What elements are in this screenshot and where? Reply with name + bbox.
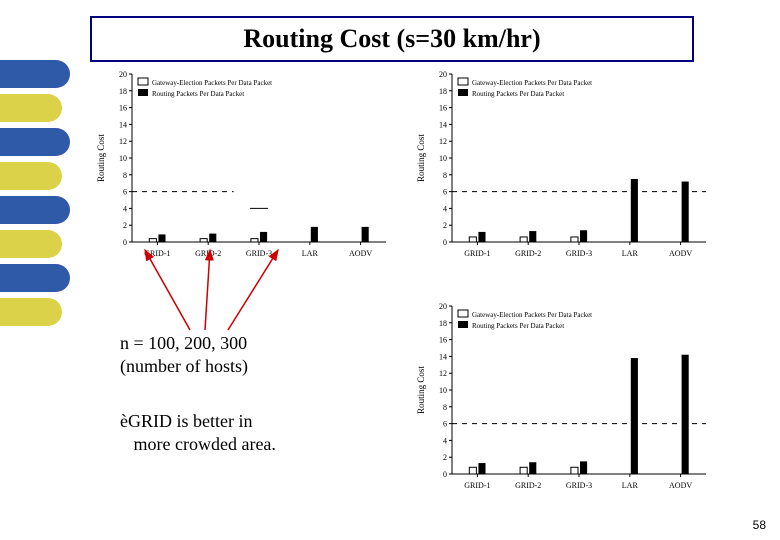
svg-text:20: 20 [119,70,127,79]
svg-text:Gateway-Election Packets Per D: Gateway-Election Packets Per Data Packet [472,79,592,87]
svg-text:16: 16 [119,104,127,113]
annotation-hosts-line1: n = 100, 200, 300 [120,332,248,355]
svg-text:14: 14 [119,120,127,129]
svg-text:GRID-2: GRID-2 [515,481,541,490]
svg-text:4: 4 [443,436,447,445]
svg-text:GRID-3: GRID-3 [566,249,592,258]
svg-text:14: 14 [439,120,447,129]
svg-text:GRID-1: GRID-1 [464,481,490,490]
svg-text:18: 18 [439,319,447,328]
svg-text:6: 6 [443,420,447,429]
chart-top-left: 0 2 4 6 8 10 12 14 16 18 20 Routing Cost GRID-1 GRID-… [92,68,392,268]
svg-text:Routing Packets Per Data Packe: Routing Packets Per Data Packet [152,90,244,98]
svg-text:GRID-3: GRID-3 [566,481,592,490]
svg-text:0: 0 [443,238,447,247]
svg-text:0: 0 [123,238,127,247]
annotation-conclusion-line2: more crowded area. [120,433,276,456]
annotation-hosts-line2: (number of hosts) [120,355,248,378]
svg-text:4: 4 [443,204,447,213]
svg-text:LAR: LAR [302,249,319,258]
svg-text:6: 6 [123,188,127,197]
svg-text:2: 2 [443,453,447,462]
svg-text:GRID-1: GRID-1 [144,249,170,258]
svg-text:20: 20 [439,70,447,79]
svg-text:Gateway-Election Packets Per D: Gateway-Election Packets Per Data Packet [472,311,592,319]
svg-text:Routing Cost: Routing Cost [416,134,426,182]
svg-text:10: 10 [119,154,127,163]
svg-text:AODV: AODV [349,249,372,258]
chart-bottom-right: 0 2 4 6 8 10 12 14 16 18 20 Routing Cost GRID-1 GRID-… [412,300,712,500]
svg-text:14: 14 [439,352,447,361]
svg-text:2: 2 [123,221,127,230]
annotation-conclusion-line1: èGRID is better in [120,410,276,433]
svg-text:Routing Packets Per Data Packe: Routing Packets Per Data Packet [472,322,564,330]
svg-text:6: 6 [443,188,447,197]
svg-text:16: 16 [439,104,447,113]
svg-text:GRID-1: GRID-1 [464,249,490,258]
annotation-conclusion: èGRID is better in more crowded area. [120,410,276,455]
svg-text:GRID-2: GRID-2 [515,249,541,258]
svg-text:Gateway-Election Packets Per D: Gateway-Election Packets Per Data Packet [152,79,272,87]
svg-text:12: 12 [119,137,127,146]
svg-text:2: 2 [443,221,447,230]
svg-text:AODV: AODV [669,249,692,258]
svg-text:10: 10 [439,154,447,163]
svg-text:AODV: AODV [669,481,692,490]
svg-text:LAR: LAR [622,481,639,490]
svg-text:Routing Packets Per Data Packe: Routing Packets Per Data Packet [472,90,564,98]
svg-text:16: 16 [439,336,447,345]
svg-text:8: 8 [123,171,127,180]
svg-text:GRID-3: GRID-3 [246,249,272,258]
slide-title: Routing Cost (s=30 km/hr) [90,16,694,62]
svg-text:8: 8 [443,171,447,180]
svg-text:10: 10 [439,386,447,395]
svg-text:12: 12 [439,369,447,378]
annotation-hosts: n = 100, 200, 300 (number of hosts) [120,332,248,377]
chart-top-right: 0 2 4 6 8 10 12 14 16 18 20 Routing Cost GRID-1 GRID-… [412,68,712,268]
svg-text:18: 18 [119,87,127,96]
svg-text:Routing Cost: Routing Cost [96,134,106,182]
svg-text:GRID-2: GRID-2 [195,249,221,258]
svg-text:18: 18 [439,87,447,96]
svg-text:12: 12 [439,137,447,146]
page-number: 58 [753,518,766,532]
svg-text:LAR: LAR [622,249,639,258]
svg-text:Routing Cost: Routing Cost [416,366,426,414]
svg-text:20: 20 [439,302,447,311]
svg-text:0: 0 [443,470,447,479]
svg-text:8: 8 [443,403,447,412]
svg-text:4: 4 [123,204,127,213]
